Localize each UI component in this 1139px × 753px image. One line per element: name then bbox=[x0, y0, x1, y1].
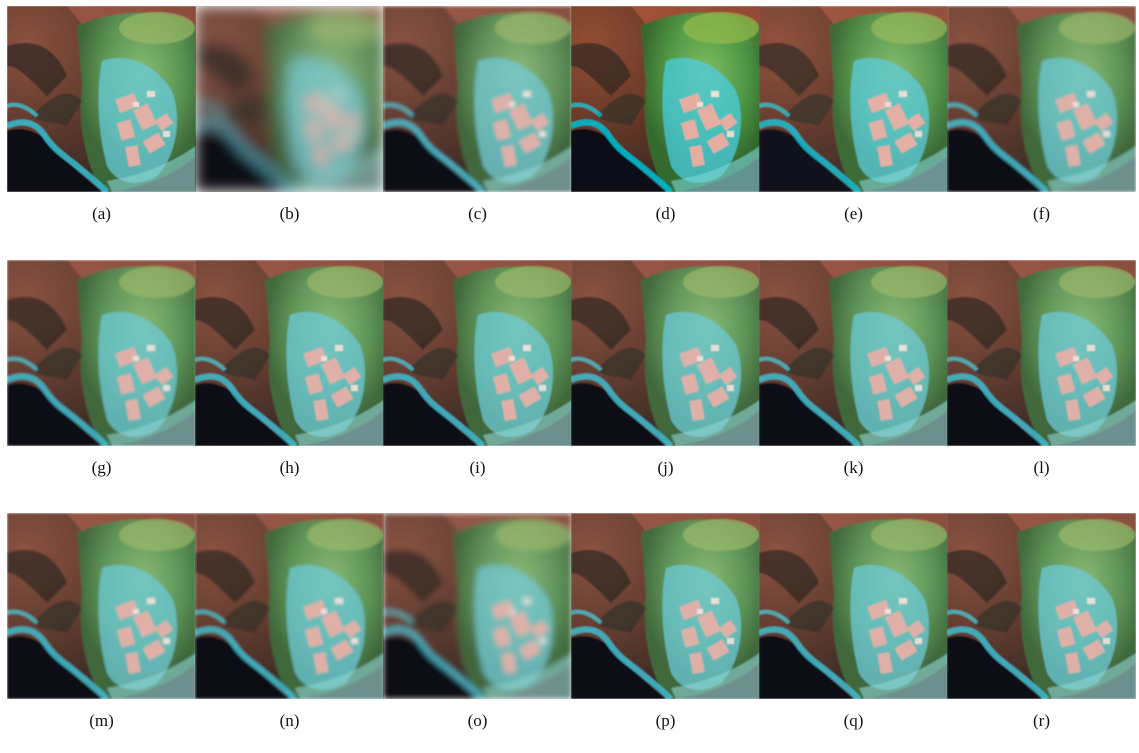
subfigure-caption: (i) bbox=[469, 458, 486, 477]
subfigure-panel: (n) bbox=[195, 513, 384, 753]
satellite-image bbox=[571, 513, 760, 699]
satellite-image bbox=[7, 513, 196, 699]
subfigure-caption: (r) bbox=[1033, 711, 1050, 730]
subfigure-caption: (c) bbox=[468, 204, 487, 223]
subfigure-caption: (e) bbox=[844, 204, 863, 223]
satellite-image bbox=[195, 513, 384, 699]
subfigure-caption: (q) bbox=[843, 711, 864, 730]
satellite-image bbox=[947, 6, 1136, 192]
subfigure-panel: (k) bbox=[759, 260, 948, 500]
subfigure-panel: (j) bbox=[571, 260, 760, 500]
subfigure-panel: (b) bbox=[195, 6, 384, 246]
subfigure-panel: (h) bbox=[195, 260, 384, 500]
satellite-image bbox=[571, 260, 760, 446]
subfigure-panel: (p) bbox=[571, 513, 760, 753]
subfigure-caption: (o) bbox=[467, 711, 488, 730]
satellite-image bbox=[7, 260, 196, 446]
subfigure-caption: (f) bbox=[1033, 204, 1050, 223]
subfigure-panel: (o) bbox=[383, 513, 572, 753]
figure-grid: (a) (b) (c) (d) (e) (f) (g) (h) (i) (j) (k) (l) (m) (… bbox=[0, 0, 1139, 730]
subfigure-caption: (l) bbox=[1033, 458, 1050, 477]
subfigure-caption: (g) bbox=[91, 458, 112, 477]
subfigure-panel: (q) bbox=[759, 513, 948, 753]
satellite-image bbox=[571, 6, 760, 192]
subfigure-panel: (i) bbox=[383, 260, 572, 500]
subfigure-caption: (j) bbox=[657, 458, 674, 477]
satellite-image bbox=[947, 513, 1136, 699]
satellite-image bbox=[759, 260, 948, 446]
satellite-image bbox=[383, 260, 572, 446]
satellite-image bbox=[195, 6, 384, 192]
satellite-image bbox=[195, 260, 384, 446]
subfigure-caption: (d) bbox=[655, 204, 676, 223]
satellite-image bbox=[759, 513, 948, 699]
subfigure-panel: (e) bbox=[759, 6, 948, 246]
subfigure-panel: (d) bbox=[571, 6, 760, 246]
subfigure-panel: (l) bbox=[947, 260, 1136, 500]
subfigure-panel: (g) bbox=[7, 260, 196, 500]
subfigure-panel: (c) bbox=[383, 6, 572, 246]
subfigure-panel: (f) bbox=[947, 6, 1136, 246]
subfigure-panel: (m) bbox=[7, 513, 196, 753]
subfigure-caption: (p) bbox=[655, 711, 676, 730]
subfigure-panel: (a) bbox=[7, 6, 196, 246]
satellite-image bbox=[7, 6, 196, 192]
subfigure-panel: (r) bbox=[947, 513, 1136, 753]
subfigure-caption: (b) bbox=[279, 204, 300, 223]
satellite-image bbox=[383, 6, 572, 192]
subfigure-caption: (h) bbox=[279, 458, 300, 477]
satellite-image bbox=[947, 260, 1136, 446]
subfigure-caption: (m) bbox=[89, 711, 114, 730]
satellite-image bbox=[759, 6, 948, 192]
subfigure-caption: (k) bbox=[843, 458, 864, 477]
satellite-image bbox=[383, 513, 572, 699]
subfigure-caption: (a) bbox=[92, 204, 111, 223]
subfigure-caption: (n) bbox=[279, 711, 300, 730]
